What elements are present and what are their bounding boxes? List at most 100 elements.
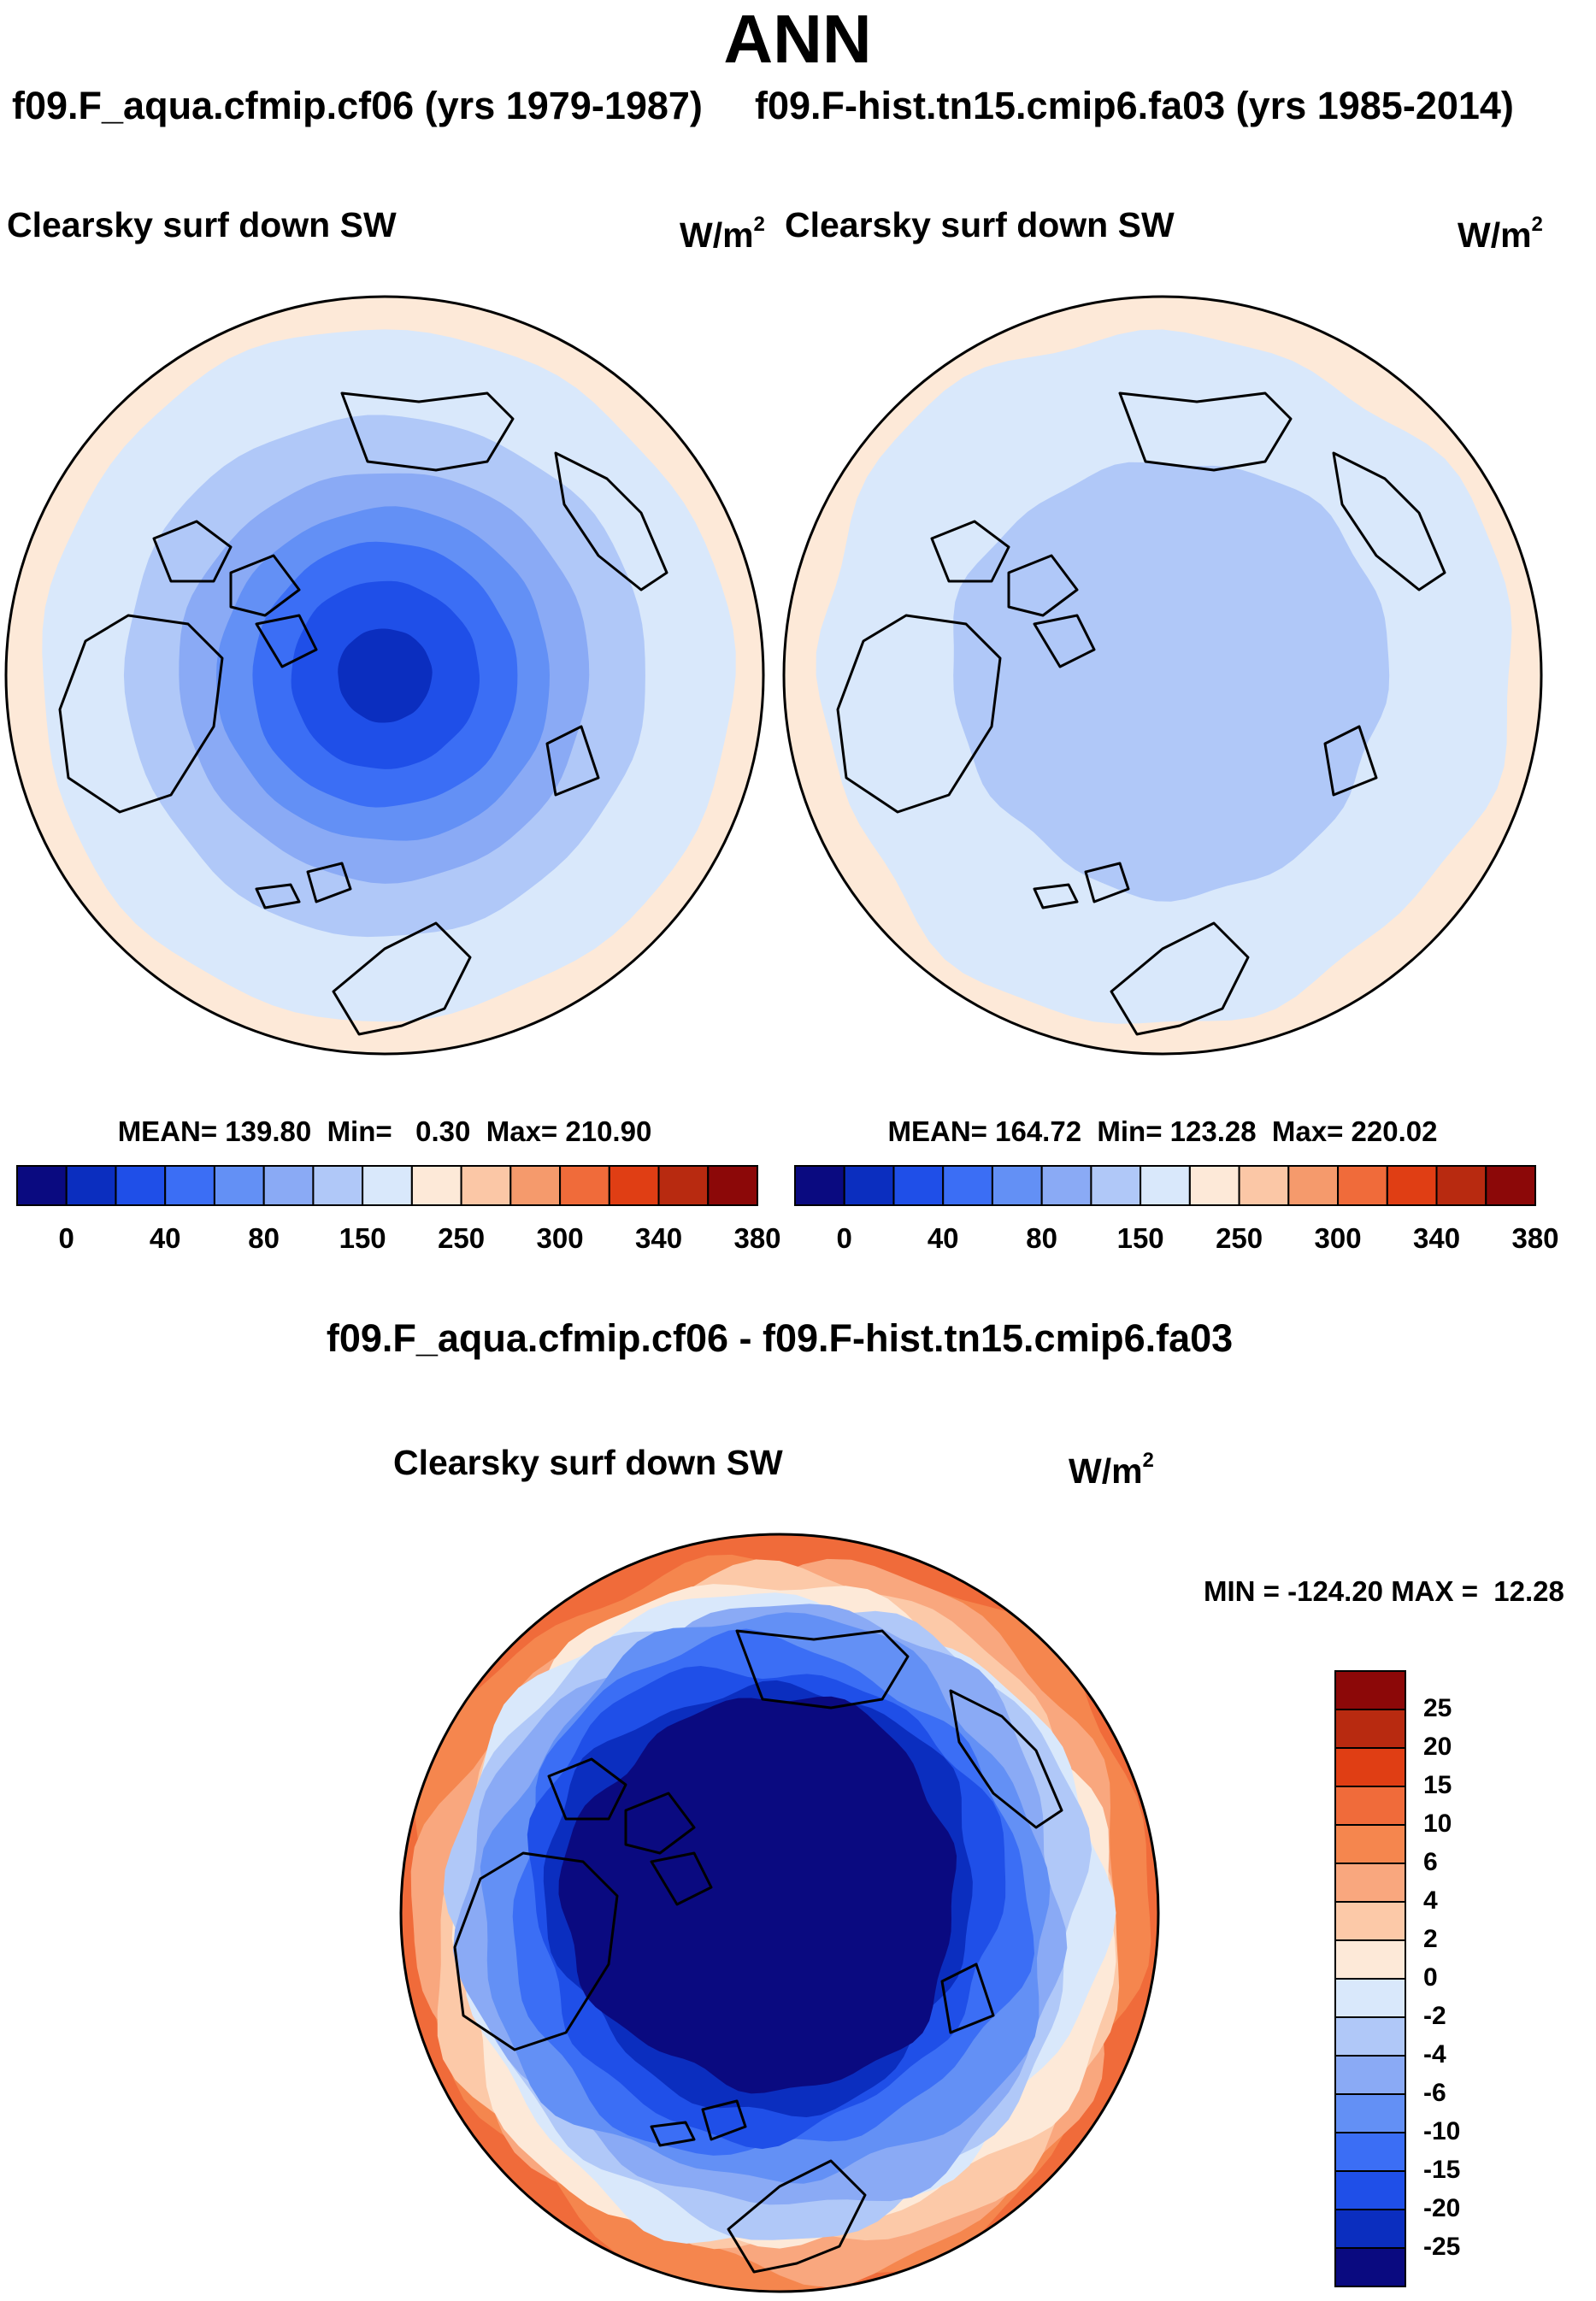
panel2-colorbar-swatch-4 — [991, 1165, 1043, 1206]
panel3-colorbar-tick-label: -4 — [1423, 2040, 1446, 2069]
panel2-colorbar-tick-label: 0 — [836, 1222, 852, 1254]
coastline-8 — [255, 883, 301, 909]
coastline-1 — [547, 1757, 627, 1821]
contour-level--30 — [558, 1696, 957, 2094]
panel3-colorbar-swatch-8 — [1334, 1978, 1406, 2018]
panel1-colorbar-swatch-11 — [559, 1165, 610, 1206]
panel1-colorbar-swatch-10 — [509, 1165, 561, 1206]
panel1-colorbar-swatch-12 — [608, 1165, 660, 1206]
panel3-colorbar-swatch-4 — [1334, 1824, 1406, 1864]
panel3-colorbar-swatch-0 — [1334, 1670, 1406, 1710]
panel1-colorbar-swatch-14 — [707, 1165, 758, 1206]
coastline-9 — [735, 1629, 910, 1710]
coastline-5 — [1323, 725, 1378, 797]
panel1-colorbar-tick-label: 380 — [733, 1222, 781, 1254]
coastline-2 — [1007, 554, 1079, 617]
coastline-4 — [306, 862, 352, 903]
coastline-8 — [650, 2121, 696, 2147]
panel2-colorbar-swatch-5 — [1040, 1165, 1092, 1206]
right-case-title: f09.F-hist.tn15.cmip6.fa03 (yrs 1985-201… — [755, 84, 1514, 127]
coastline-4 — [1084, 862, 1130, 903]
panel2-colorbar-swatch-14 — [1485, 1165, 1537, 1206]
panel1-colorbar-tick-label: 40 — [149, 1222, 181, 1254]
panel3-colorbar-tick-label: -20 — [1423, 2194, 1461, 2222]
panel3-colorbar-tick-label: -2 — [1423, 2002, 1446, 2030]
panel3-colorbar-swatch-13 — [1334, 2170, 1406, 2210]
contour-level-0 — [338, 628, 433, 723]
panel2-colorbar-tick-label: 80 — [1026, 1222, 1058, 1254]
panel1-map — [6, 297, 763, 1054]
panel1-colorbar-swatch-5 — [262, 1165, 315, 1206]
coastline-0 — [453, 1851, 619, 2051]
panel3-units: W/m2 — [1069, 1449, 1154, 1491]
coastline-9 — [1118, 391, 1293, 472]
panel3-stats: MIN = -124.20 MAX = 12.28 — [1204, 1575, 1564, 1607]
figure-title: ANN — [723, 1, 872, 77]
panel1-colorbar-tick-label: 150 — [339, 1222, 386, 1254]
coastline-0 — [836, 614, 1002, 814]
panel1-title: Clearsky surf down SW — [7, 205, 397, 244]
panel2-colorbar-swatch-11 — [1337, 1165, 1388, 1206]
panel3-colorbar-swatch-15 — [1334, 2247, 1406, 2287]
panel2-coastlines — [836, 391, 1446, 1054]
panel2-map — [784, 297, 1541, 1054]
coastline-0 — [58, 614, 224, 814]
panel3-colorbar-tick-label: -15 — [1423, 2156, 1461, 2184]
panel2-colorbar-swatch-0 — [794, 1165, 845, 1206]
coastline-10 — [554, 451, 668, 591]
panel3-colorbar-swatch-9 — [1334, 2016, 1406, 2057]
panel1-colorbar-tick-label: 0 — [58, 1222, 74, 1254]
panel2-colorbar-swatch-2 — [892, 1165, 945, 1206]
panel1-map-border — [4, 295, 765, 1056]
panel2-colorbar-tick-label: 300 — [1314, 1222, 1362, 1254]
panel3-colorbar-tick-label: 15 — [1423, 1771, 1452, 1799]
panel3-colorbar-tick-label: 20 — [1423, 1733, 1452, 1761]
panel2-colorbar — [794, 1165, 1537, 1206]
panel3-colorbar-swatch-11 — [1334, 2093, 1406, 2133]
panel3-colorbar-tick-label: 0 — [1423, 1963, 1438, 1992]
panel1-colorbar-swatch-2 — [115, 1165, 167, 1206]
coastline-6 — [727, 2159, 867, 2274]
coastline-1 — [152, 520, 233, 583]
coastline-9 — [340, 391, 515, 472]
panel2-title: Clearsky surf down SW — [785, 205, 1175, 244]
panel1-stats: MEAN= 139.80 Min= 0.30 Max= 210.90 — [117, 1115, 652, 1147]
panel3-colorbar-tick-label: -6 — [1423, 2079, 1446, 2107]
panel2-colorbar-tick-label: 40 — [927, 1222, 959, 1254]
panel1-colorbar — [16, 1165, 758, 1206]
panel2-colorbar-swatch-7 — [1140, 1165, 1191, 1206]
panel3-colorbar-tick-label: 6 — [1423, 1848, 1438, 1876]
panel2-units: W/m2 — [1458, 213, 1543, 255]
panel2-colorbar-swatch-3 — [942, 1165, 993, 1206]
panel3-colorbar-swatch-2 — [1334, 1747, 1406, 1787]
panel1-colorbar-swatch-8 — [410, 1165, 462, 1206]
panel1-colorbar-swatch-13 — [657, 1165, 710, 1206]
panel1-colorbar-tick-label: 300 — [536, 1222, 584, 1254]
panel2-stats: MEAN= 164.72 Min= 123.28 Max= 220.02 — [887, 1115, 1438, 1147]
panel3-colorbar-swatch-6 — [1334, 1901, 1406, 1941]
panel1-colorbar-swatch-3 — [164, 1165, 215, 1206]
panel3-colorbar-swatch-10 — [1334, 2055, 1406, 2095]
panel3-colorbar-tick-label: -25 — [1423, 2233, 1461, 2261]
coastline-3 — [1033, 614, 1096, 668]
coastline-4 — [701, 2099, 747, 2141]
panel3-colorbar-tick-label: 25 — [1423, 1694, 1452, 1722]
coastline-10 — [1332, 451, 1446, 591]
panel2-colorbar-swatch-8 — [1188, 1165, 1240, 1206]
coastline-2 — [624, 1792, 696, 1855]
diff-case-title: f09.F_aqua.cfmip.cf06 - f09.F-hist.tn15.… — [326, 1316, 1234, 1360]
panel1-colorbar-swatch-1 — [65, 1165, 117, 1206]
panel2-colorbar-swatch-10 — [1287, 1165, 1340, 1206]
coastline-8 — [1033, 883, 1079, 909]
panel2-map-border — [782, 295, 1543, 1056]
panel3-colorbar-swatch-3 — [1334, 1786, 1406, 1826]
panel2-colorbar-swatch-9 — [1238, 1165, 1290, 1206]
panel1-colorbar-swatch-0 — [16, 1165, 68, 1206]
panel1-units: W/m2 — [680, 213, 765, 255]
panel3-colorbar-tick-label: -10 — [1423, 2117, 1461, 2145]
panel1-colorbar-swatch-4 — [213, 1165, 265, 1206]
coastline-1 — [930, 520, 1010, 583]
panel1-colorbar-swatch-6 — [312, 1165, 364, 1206]
coastline-6 — [332, 921, 472, 1036]
